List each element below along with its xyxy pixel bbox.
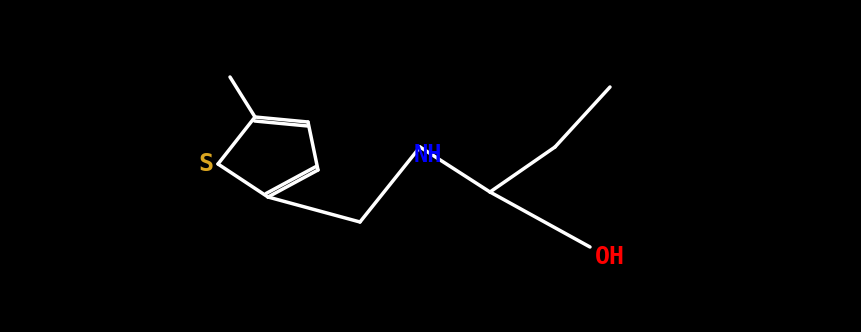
Text: OH: OH — [595, 245, 625, 269]
Text: NH: NH — [414, 143, 443, 167]
Text: S: S — [199, 152, 214, 176]
